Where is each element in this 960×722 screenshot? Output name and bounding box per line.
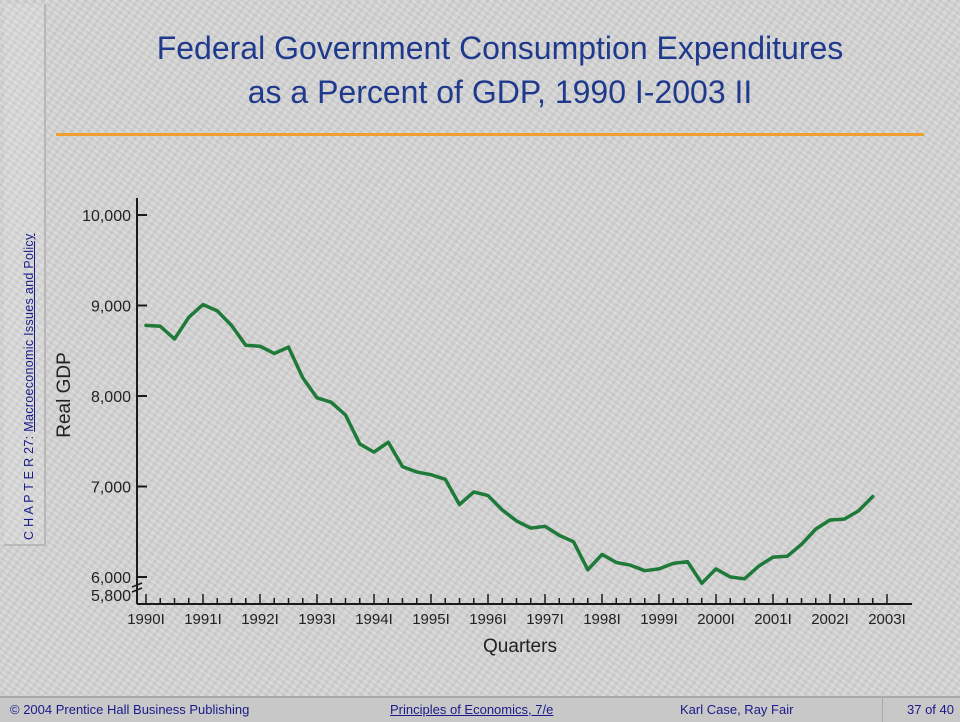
- y-tick-label: 6,000: [91, 570, 131, 587]
- x-tick-label: 1994I: [355, 611, 393, 628]
- x-axis-title: Quarters: [483, 636, 557, 657]
- footer-publisher: © 2004 Prentice Hall Business Publishing: [10, 702, 249, 717]
- y-tick-label: 7,000: [91, 480, 131, 497]
- x-tick-label: 1999I: [640, 611, 678, 628]
- x-tick-label: 1998I: [583, 611, 621, 628]
- x-tick-label: 1997I: [526, 611, 564, 628]
- x-tick-label: 1991I: [184, 611, 222, 628]
- x-tick-label: 2003I: [868, 611, 906, 628]
- x-tick-label: 1996I: [469, 611, 507, 628]
- footer-authors: Karl Case, Ray Fair: [680, 702, 793, 717]
- footer-separator: [882, 698, 883, 722]
- footer-book: Principles of Economics, 7/e: [390, 702, 553, 717]
- x-tick-label: 2001I: [754, 611, 792, 628]
- footer-bar: © 2004 Prentice Hall Business Publishing…: [0, 696, 960, 722]
- y-axis-title: Real GDP: [54, 352, 75, 438]
- y-tick-label: 9,000: [91, 299, 131, 316]
- y-tick-label: 8,000: [91, 389, 131, 406]
- series-line: [146, 305, 873, 584]
- y-tick-label: 10,000: [82, 208, 131, 225]
- x-tick-label: 1993I: [298, 611, 336, 628]
- x-tick-label: 1992I: [241, 611, 279, 628]
- page-number: 37 of 40: [907, 702, 954, 717]
- x-tick-label: 2002I: [811, 611, 849, 628]
- x-tick-label: 2000I: [697, 611, 735, 628]
- y-tick-label: 5,800: [91, 588, 131, 605]
- x-tick-label: 1995I: [412, 611, 450, 628]
- x-tick-label: 1990I: [127, 611, 165, 628]
